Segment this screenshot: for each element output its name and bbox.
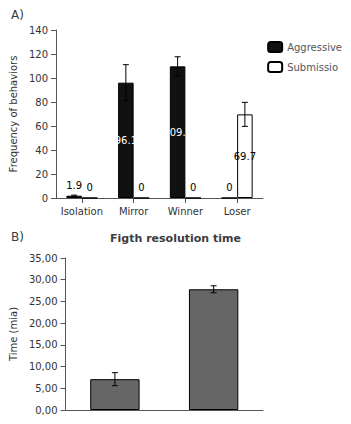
svg-text:Aggressive: Aggressive	[287, 42, 342, 53]
svg-text:20,00: 20,00	[29, 318, 58, 329]
svg-text:Time (mia): Time (mia)	[8, 307, 19, 362]
svg-text:40: 40	[35, 145, 48, 156]
svg-text:Isolation: Isolation	[61, 206, 103, 217]
svg-text:0,00: 0,00	[35, 405, 57, 416]
svg-text:0: 0	[226, 182, 232, 193]
svg-text:Mirror: Mirror	[119, 206, 149, 217]
svg-text:96.1: 96.1	[115, 135, 137, 146]
svg-text:60: 60	[35, 121, 48, 132]
svg-text:15,00: 15,00	[29, 339, 58, 350]
svg-text:20: 20	[35, 169, 48, 180]
svg-text:A): A)	[11, 8, 24, 22]
svg-text:Frequency of behaviors: Frequency of behaviors	[8, 56, 19, 173]
svg-text:5,00: 5,00	[35, 383, 57, 394]
svg-text:0: 0	[190, 182, 196, 193]
svg-text:1.9: 1.9	[66, 180, 82, 191]
svg-text:B): B)	[11, 230, 24, 244]
svg-text:10,00: 10,00	[29, 361, 58, 372]
svg-text:Figth resolution time: Figth resolution time	[110, 232, 241, 245]
svg-text:0: 0	[42, 193, 48, 204]
svg-text:69.7: 69.7	[234, 151, 256, 162]
svg-text:0: 0	[86, 182, 92, 193]
svg-text:Winner: Winner	[168, 206, 204, 217]
svg-text:100: 100	[29, 73, 48, 84]
svg-text:Submissio: Submissio	[287, 62, 338, 73]
svg-text:25,00: 25,00	[29, 296, 58, 307]
svg-text:80: 80	[35, 97, 48, 108]
svg-text:120: 120	[29, 49, 48, 60]
svg-text:Loser: Loser	[224, 206, 252, 217]
svg-text:140: 140	[29, 25, 48, 36]
svg-text:109.7: 109.7	[163, 127, 192, 138]
svg-text:0: 0	[138, 182, 144, 193]
svg-text:30,00: 30,00	[29, 274, 58, 285]
svg-text:35,00: 35,00	[29, 253, 58, 264]
